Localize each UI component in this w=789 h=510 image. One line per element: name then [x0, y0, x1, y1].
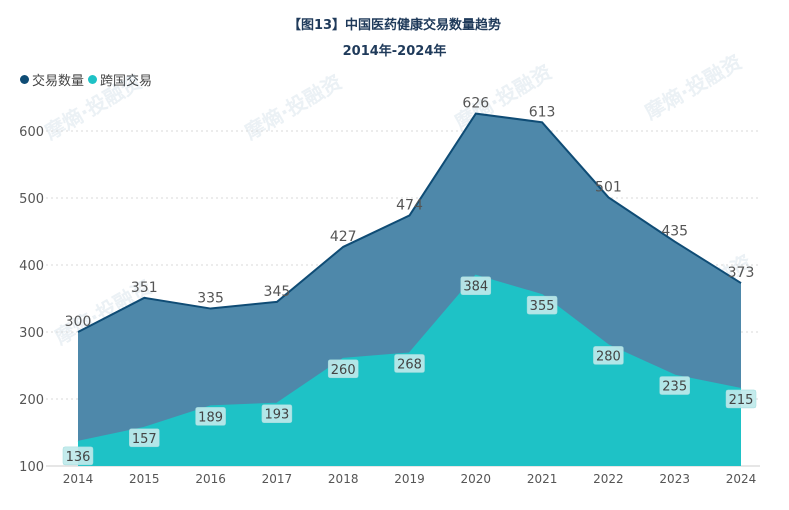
- data-label-crossborder: 189: [198, 410, 223, 425]
- x-tick-label: 2014: [63, 472, 94, 486]
- data-label-crossborder: 136: [66, 450, 91, 465]
- watermark-text: 摩熵·投融资: [641, 50, 746, 125]
- data-label-deals: 373: [728, 265, 755, 281]
- legend-label-crossborder: 跨国交易: [100, 74, 153, 89]
- data-label-deals: 613: [529, 104, 556, 120]
- data-label-crossborder: 268: [397, 357, 422, 372]
- data-label-box-crossborder: [526, 295, 558, 315]
- data-label-crossborder: 235: [662, 380, 687, 395]
- x-tick-label: 2019: [394, 472, 425, 486]
- data-label-crossborder: 193: [264, 408, 289, 423]
- data-label-crossborder: 280: [596, 349, 621, 364]
- data-label-box-crossborder: [327, 359, 359, 379]
- chart-subtitle: 2014年-2024年: [342, 44, 447, 59]
- watermark-text: 摩熵·投融资: [41, 70, 146, 145]
- y-tick-label: 100: [19, 460, 44, 475]
- y-tick-label: 200: [19, 393, 44, 408]
- data-label-deals: 501: [595, 179, 622, 195]
- watermark-text: 摩熵·投融资: [241, 70, 346, 145]
- data-label-box-crossborder: [725, 389, 757, 409]
- x-tick-label: 2015: [129, 472, 160, 486]
- legend-label-deals: 交易数量: [32, 74, 85, 89]
- x-tick-label: 2017: [262, 472, 293, 486]
- data-label-deals: 474: [396, 197, 423, 213]
- x-tick-label: 2024: [726, 472, 757, 486]
- legend-item-crossborder[interactable]: 跨国交易: [88, 70, 152, 89]
- x-tick-label: 2021: [527, 472, 558, 486]
- data-label-box-crossborder: [460, 276, 492, 295]
- data-label-crossborder: 157: [132, 432, 157, 447]
- legend-item-deals[interactable]: 交易数量: [20, 70, 84, 89]
- x-tick-label: 2016: [195, 472, 226, 486]
- y-tick-label: 300: [19, 326, 44, 341]
- data-label-deals: 351: [131, 280, 158, 296]
- y-tick-label: 600: [19, 125, 44, 140]
- line-deals: [77, 112, 742, 333]
- data-label-box-crossborder: [394, 354, 425, 373]
- legend-marker-crossborder: [88, 75, 98, 84]
- data-label-box-crossborder: [62, 446, 94, 466]
- data-label-deals: 427: [330, 229, 357, 245]
- x-tick-label: 2023: [659, 472, 690, 486]
- data-label-deals: 435: [661, 224, 688, 240]
- chart-title: 【图13】中国医药健康交易数量趋势: [287, 18, 502, 33]
- data-label-deals: 626: [462, 96, 489, 112]
- line-crossborder: [77, 274, 742, 443]
- data-label-box-crossborder: [129, 428, 160, 448]
- data-label-deals: 300: [65, 314, 92, 330]
- data-label-box-crossborder: [593, 346, 624, 365]
- data-label-crossborder: 355: [530, 299, 555, 314]
- data-label-deals: 345: [264, 284, 291, 300]
- data-label-box-crossborder: [195, 407, 226, 426]
- data-label-crossborder: 215: [729, 393, 754, 408]
- y-tick-label: 400: [19, 259, 44, 274]
- data-label-deals: 335: [197, 291, 224, 307]
- data-label-box-crossborder: [261, 404, 293, 423]
- data-label-crossborder: 260: [331, 363, 356, 378]
- data-label-crossborder: 384: [463, 280, 488, 295]
- x-tick-label: 2020: [461, 472, 492, 486]
- legend: 交易数量 跨国交易: [20, 70, 156, 89]
- y-tick-label: 500: [19, 192, 44, 207]
- x-tick-label: 2018: [328, 472, 359, 486]
- legend-marker-deals: [20, 75, 29, 84]
- data-label-box-crossborder: [659, 376, 690, 395]
- x-tick-label: 2022: [593, 472, 624, 486]
